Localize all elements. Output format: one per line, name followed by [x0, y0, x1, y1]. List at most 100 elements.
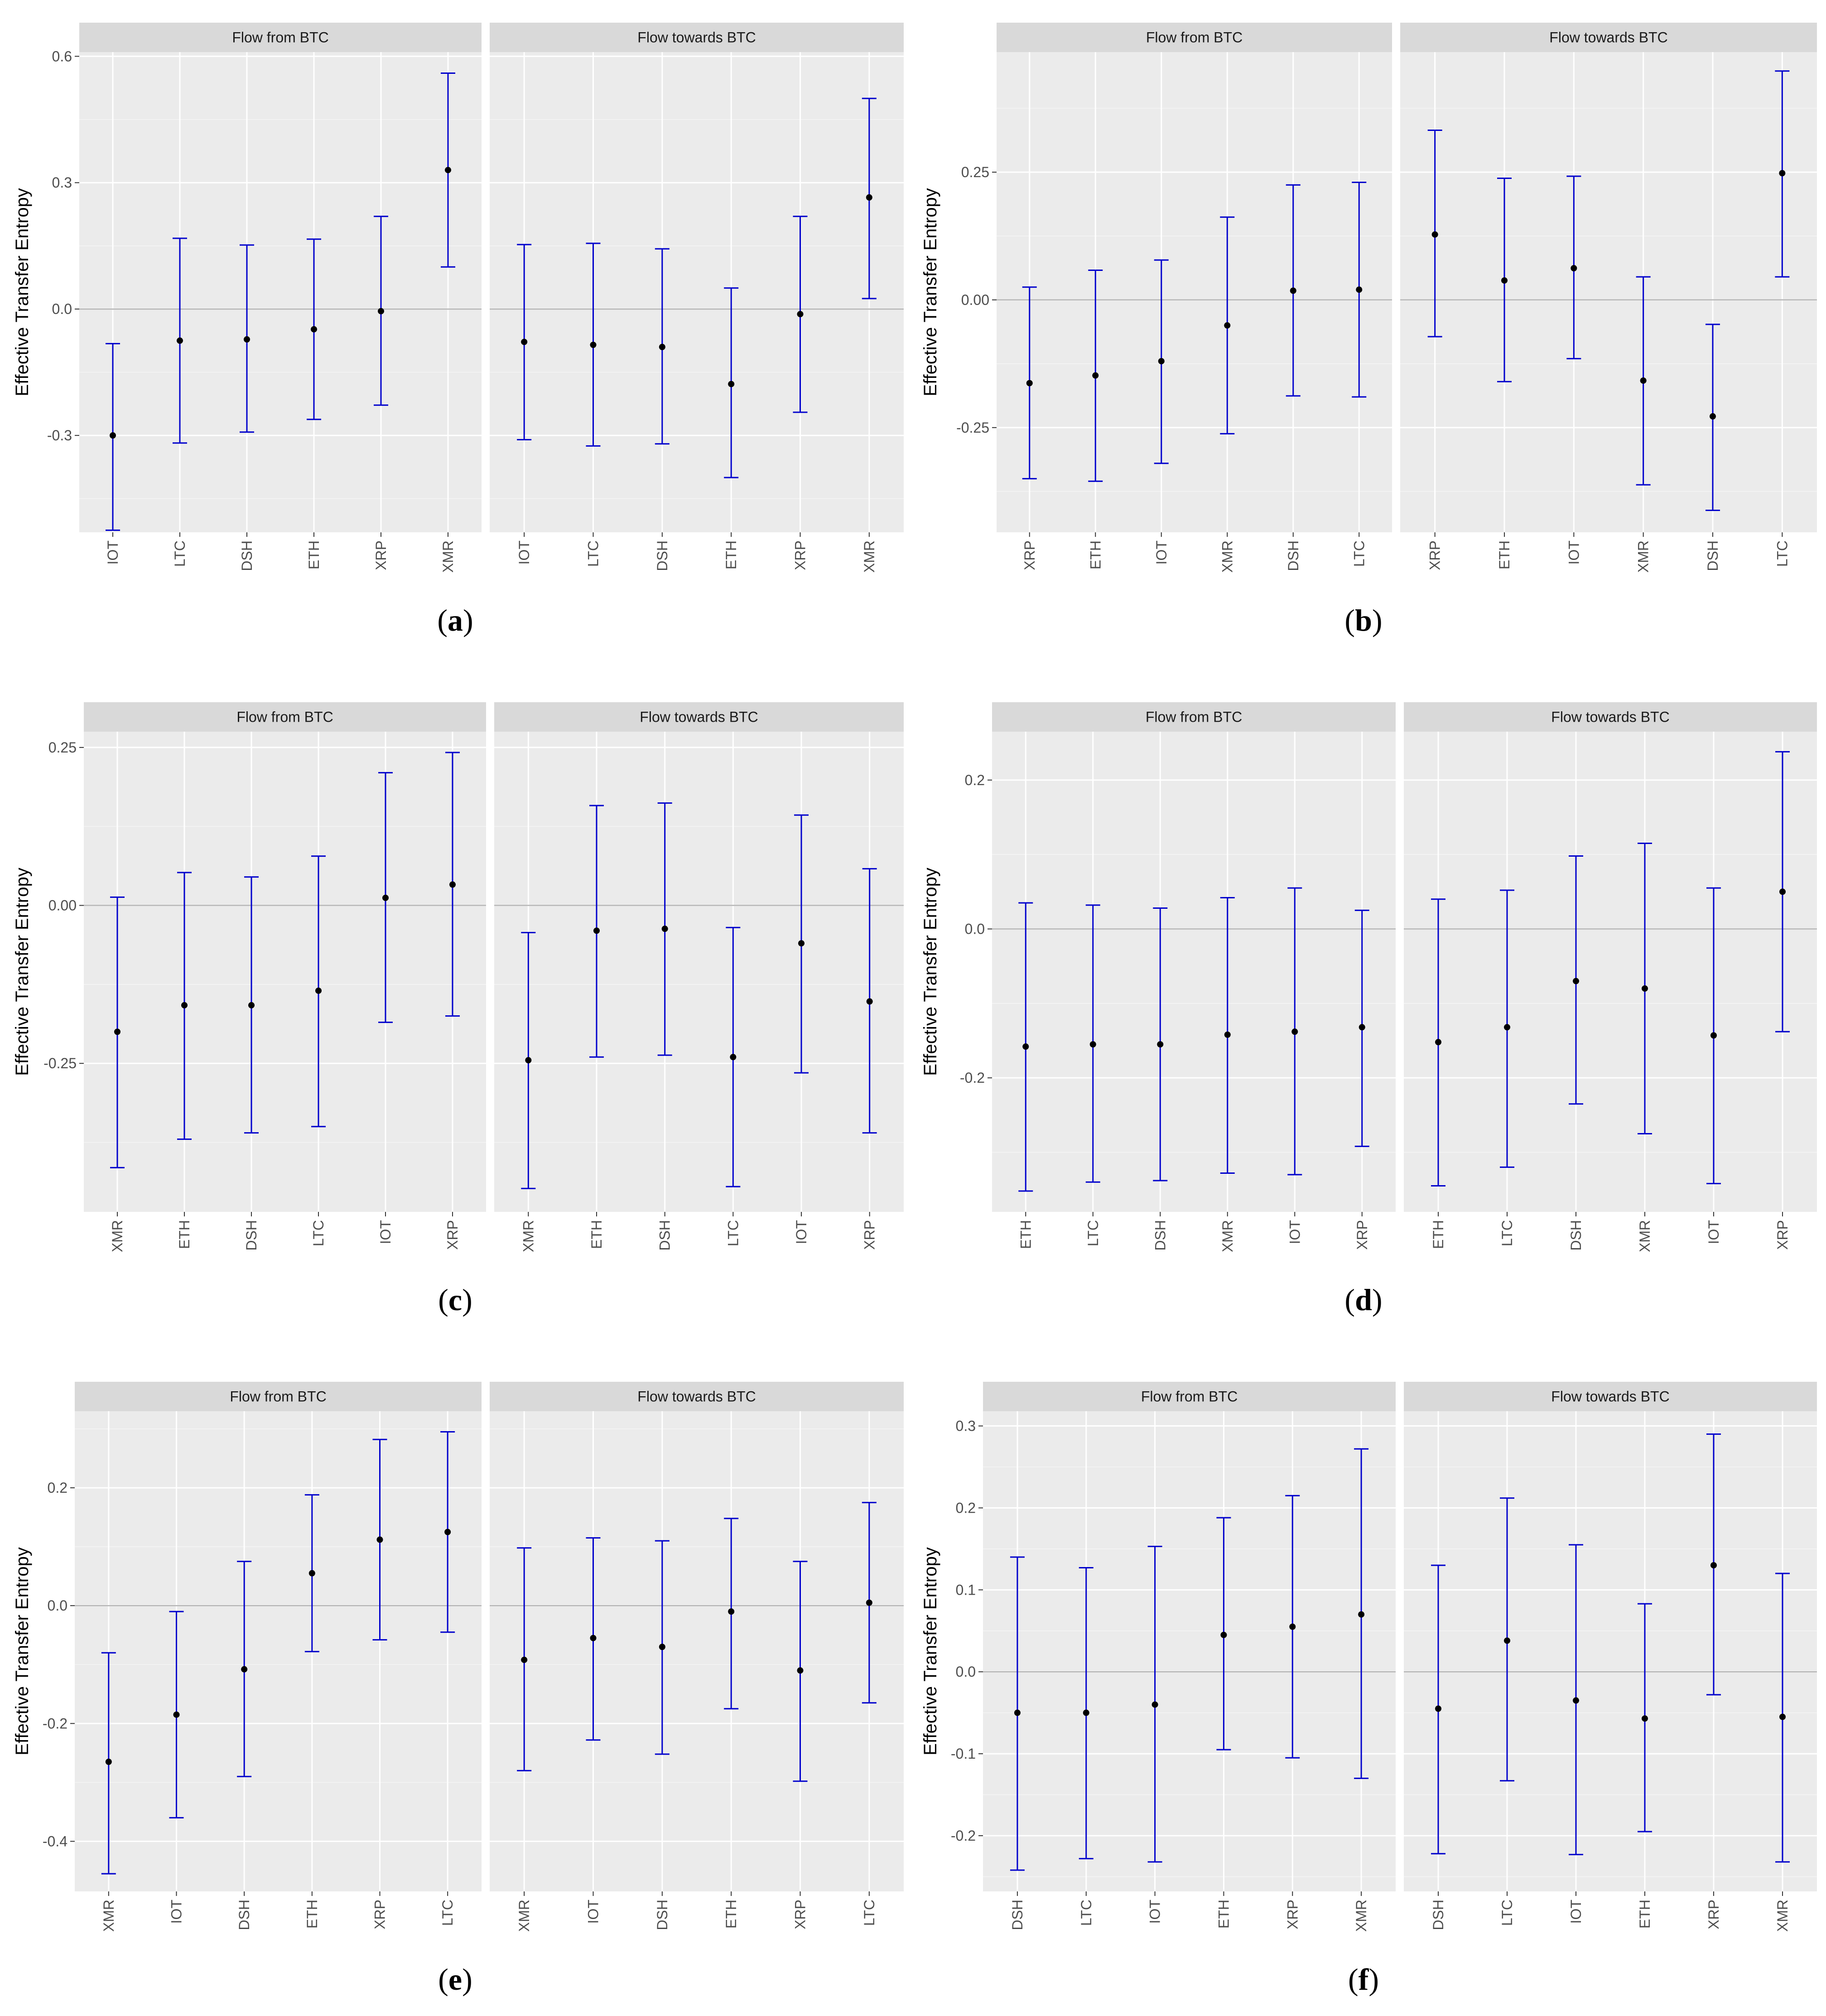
x-tick-label: LTC	[585, 540, 602, 567]
facet-strip	[490, 23, 904, 52]
point-estimate-IOT	[1158, 358, 1165, 365]
x-tick-label: ETH	[306, 540, 322, 569]
chart-d: Effective Transfer Entropy -0.2 0.0 0.2 Flow…	[920, 702, 1817, 1252]
point-estimate-LTC	[444, 1529, 451, 1535]
point-estimate-LTC	[866, 1599, 872, 1606]
x-tick-label: XRP	[792, 540, 809, 570]
x-tick-label: XMR	[861, 540, 877, 573]
x-tick-label: XRP	[1284, 1900, 1301, 1929]
y-tick-label: 0.3	[52, 174, 72, 191]
x-tick-label: IOT	[169, 1900, 185, 1924]
point-estimate-DSH	[244, 336, 250, 343]
point-estimate-IOT	[1571, 265, 1577, 271]
subplot-a: Effective Transfer Entropy -0.3 0.0 0.3 0.6 F…	[0, 0, 908, 661]
point-estimate-XMR	[866, 194, 872, 201]
point-estimate-IOT	[1710, 1032, 1717, 1039]
y-tick-label: 0.25	[961, 164, 989, 180]
caption-a: (a)	[437, 603, 473, 637]
facet-strip	[1400, 23, 1817, 52]
caption-c: (c)	[438, 1283, 472, 1317]
point-estimate-ETH	[1092, 372, 1099, 379]
x-tick-label: IOT	[1566, 540, 1582, 564]
y-tick-label: 0.00	[48, 897, 77, 914]
point-estimate-IOT	[173, 1711, 180, 1718]
x-tick-label: XRP	[444, 1220, 461, 1250]
x-tick-label: LTC	[310, 1220, 327, 1246]
point-estimate-ETH	[1220, 1631, 1227, 1638]
x-tick-label: XMR	[101, 1900, 117, 1932]
x-tick-label: DSH	[243, 1220, 260, 1251]
x-tick-label: XMR	[520, 1220, 536, 1252]
panel-background	[1404, 732, 1817, 1212]
x-tick-label: IOT	[1286, 1220, 1303, 1244]
point-estimate-XRP	[797, 311, 804, 318]
x-tick-label: XRP	[1427, 540, 1443, 570]
x-tick-label: ETH	[1017, 1220, 1034, 1249]
point-estimate-LTC	[590, 342, 597, 348]
facet-title: Flow from BTC	[1146, 29, 1243, 46]
x-tick-label: XRP	[1354, 1220, 1370, 1250]
x-tick-label: XRP	[862, 1220, 878, 1250]
point-estimate-XRP	[866, 998, 873, 1005]
point-estimate-LTC	[177, 337, 183, 344]
point-estimate-XRP	[378, 308, 384, 314]
x-tick-label: XMR	[1219, 540, 1235, 573]
point-estimate-DSH	[241, 1666, 248, 1673]
x-tick-label: XMR	[1774, 1900, 1791, 1932]
point-estimate-ETH	[181, 1002, 188, 1008]
point-estimate-DSH	[1014, 1709, 1021, 1716]
x-tick-label: ETH	[588, 1220, 605, 1249]
x-tick-label: XMR	[1353, 1900, 1369, 1932]
y-tick-label: 0.0	[965, 921, 985, 937]
point-estimate-ETH	[728, 381, 735, 387]
point-estimate-DSH	[1290, 287, 1296, 294]
x-tick-label: LTC	[725, 1220, 741, 1246]
point-estimate-ETH	[311, 326, 317, 333]
x-tick-label: XRP	[1021, 540, 1038, 570]
point-estimate-DSH	[1710, 413, 1716, 420]
x-tick-label: DSH	[239, 540, 255, 571]
y-tick-label: 0.2	[48, 1480, 67, 1496]
point-estimate-LTC	[1504, 1024, 1510, 1031]
x-tick-label: IOT	[1153, 540, 1170, 564]
x-tick-label: LTC	[1078, 1900, 1094, 1926]
x-tick-label: LTC	[1499, 1220, 1515, 1246]
point-estimate-ETH	[308, 1570, 315, 1577]
point-estimate-XMR	[445, 167, 451, 174]
x-tick-label: ETH	[723, 1900, 739, 1929]
x-tick-label: XMR	[1219, 1220, 1236, 1252]
x-tick-label: ETH	[1087, 540, 1103, 569]
point-estimate-LTC	[1504, 1637, 1510, 1644]
x-tick-label: DSH	[1009, 1900, 1026, 1930]
x-tick-label: XMR	[1635, 540, 1652, 573]
facet-strip	[992, 702, 1396, 732]
x-tick-label: ETH	[1430, 1220, 1446, 1249]
y-axis-label: Effective Transfer Entropy	[12, 868, 32, 1076]
x-tick-label: DSH	[236, 1900, 252, 1930]
y-axis-label: Effective Transfer Entropy	[920, 188, 940, 396]
point-estimate-XMR	[1640, 377, 1647, 384]
chart-b: Effective Transfer Entropy -0.25 0.00 0.25 F…	[920, 23, 1817, 573]
caption-b: (b)	[1344, 603, 1383, 637]
point-estimate-IOT	[798, 940, 805, 947]
panel-background	[997, 52, 1392, 532]
point-estimate-LTC	[315, 987, 322, 994]
panel-background	[79, 52, 482, 532]
x-tick-label: IOT	[105, 540, 121, 564]
x-tick-label: LTC	[861, 1900, 877, 1926]
point-estimate-IOT	[1573, 1697, 1579, 1704]
x-tick-label: IOT	[793, 1220, 809, 1244]
x-tick-label: ETH	[1637, 1900, 1653, 1929]
x-tick-label: LTC	[439, 1900, 456, 1926]
x-tick-label: XMR	[109, 1220, 125, 1252]
y-tick-label: -0.2	[951, 1828, 976, 1844]
panel-background	[1400, 52, 1817, 532]
facet-strip	[494, 702, 904, 732]
x-tick-label: IOT	[377, 1220, 394, 1244]
point-estimate-XMR	[1642, 985, 1648, 992]
x-tick-label: DSH	[1152, 1220, 1168, 1251]
subplot-b: Effective Transfer Entropy -0.25 0.00 0.25 F…	[908, 0, 1826, 661]
y-tick-label: 0.0	[48, 1597, 67, 1614]
panel-background	[490, 52, 904, 532]
